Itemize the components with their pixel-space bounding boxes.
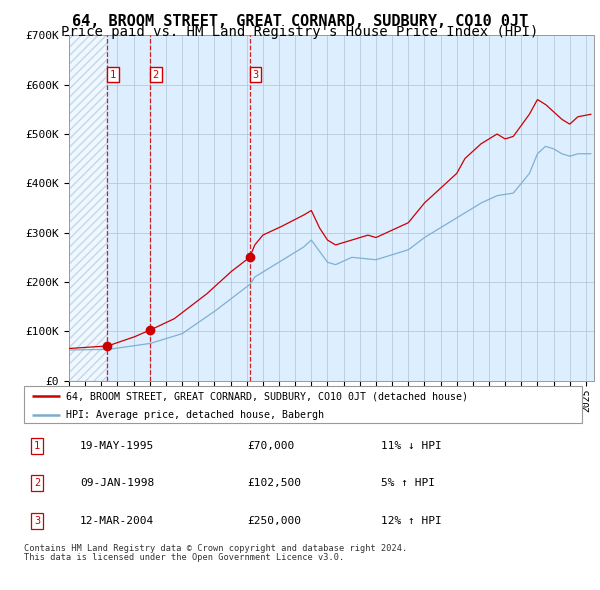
Text: 2: 2	[34, 478, 40, 488]
Text: 3: 3	[252, 70, 259, 80]
Text: 12-MAR-2004: 12-MAR-2004	[80, 516, 154, 526]
Text: 5% ↑ HPI: 5% ↑ HPI	[381, 478, 435, 488]
Text: £250,000: £250,000	[247, 516, 301, 526]
Text: £102,500: £102,500	[247, 478, 301, 488]
Text: £70,000: £70,000	[247, 441, 295, 451]
Text: 3: 3	[34, 516, 40, 526]
Text: Price paid vs. HM Land Registry's House Price Index (HPI): Price paid vs. HM Land Registry's House …	[61, 25, 539, 40]
Text: 11% ↓ HPI: 11% ↓ HPI	[381, 441, 442, 451]
Text: 1: 1	[34, 441, 40, 451]
Text: 64, BROOM STREET, GREAT CORNARD, SUDBURY, CO10 0JT (detached house): 64, BROOM STREET, GREAT CORNARD, SUDBURY…	[66, 391, 468, 401]
Text: 19-MAY-1995: 19-MAY-1995	[80, 441, 154, 451]
Text: HPI: Average price, detached house, Babergh: HPI: Average price, detached house, Babe…	[66, 411, 324, 420]
Text: 12% ↑ HPI: 12% ↑ HPI	[381, 516, 442, 526]
Text: 64, BROOM STREET, GREAT CORNARD, SUDBURY, CO10 0JT: 64, BROOM STREET, GREAT CORNARD, SUDBURY…	[72, 14, 528, 28]
Text: 1: 1	[110, 70, 116, 80]
Text: This data is licensed under the Open Government Licence v3.0.: This data is licensed under the Open Gov…	[24, 553, 344, 562]
Text: 2: 2	[152, 70, 159, 80]
Text: Contains HM Land Registry data © Crown copyright and database right 2024.: Contains HM Land Registry data © Crown c…	[24, 544, 407, 553]
Bar	[69, 35, 107, 381]
Text: 09-JAN-1998: 09-JAN-1998	[80, 478, 154, 488]
FancyBboxPatch shape	[24, 386, 582, 423]
Bar	[69, 35, 107, 381]
